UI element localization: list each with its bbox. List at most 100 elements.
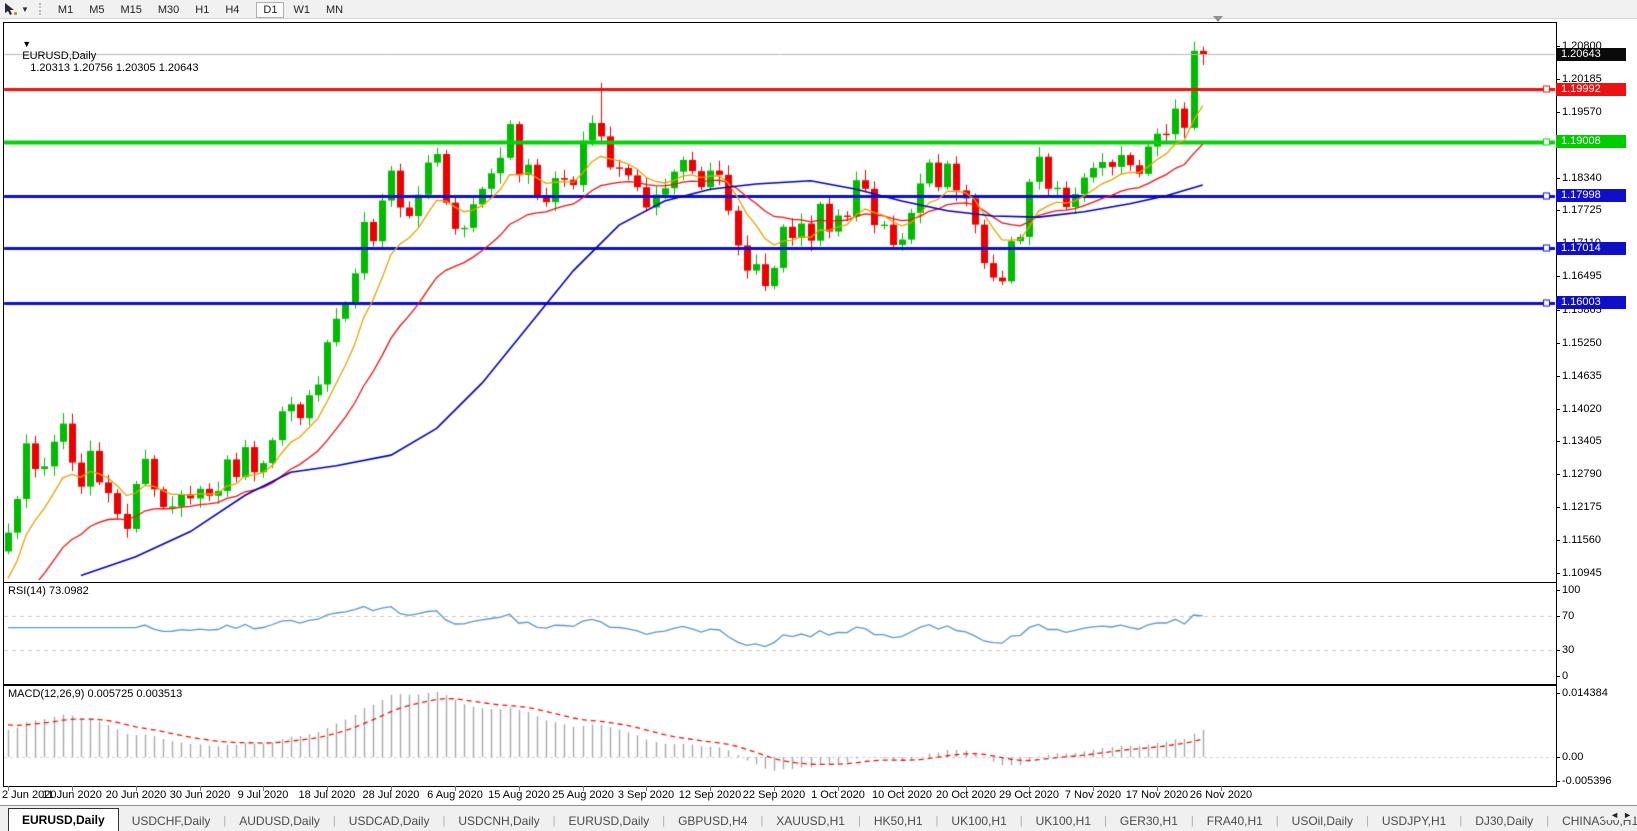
price-badge: 1.17014 [1556, 242, 1626, 255]
price-axis-label: 1.19570 [1562, 106, 1602, 118]
price-axis-tick [1556, 573, 1560, 574]
rsi-axis-label: 70 [1562, 610, 1575, 622]
date-axis-label: 20 Jun 2020 [105, 789, 167, 801]
chart-tab-ger30-h1[interactable]: GER30,H1 [1119, 814, 1178, 828]
title-ohlc: 1.20313 1.20756 1.20305 1.20643 [30, 62, 199, 74]
chart-tab-uk100-h1[interactable]: UK100,H1 [951, 814, 1007, 828]
date-axis-label: 28 Jul 2020 [362, 789, 420, 801]
price-axis-label: 1.18340 [1562, 172, 1602, 184]
price-axis-tick [1556, 441, 1560, 442]
chart-tab-usoil-daily[interactable]: USOil,Daily [1291, 814, 1353, 828]
chart-tab-usdcnh-daily[interactable]: USDCNH,Daily [458, 814, 540, 828]
macd-axis-label: 0.00 [1562, 751, 1584, 763]
tab-separator: | [935, 815, 939, 827]
date-axis-tick [966, 786, 967, 791]
tab-separator: | [1275, 815, 1279, 827]
rsi-panel-frame [3, 582, 1557, 685]
price-axis-tick [1556, 540, 1560, 541]
tab-separator: | [552, 815, 556, 827]
price-axis-divider [1556, 22, 1557, 785]
tab-separator: | [442, 815, 446, 827]
rsi-label: RSI(14) 73.0982 [8, 585, 89, 597]
macd-label: MACD(12,26,9) 0.005725 0.003513 [8, 688, 183, 700]
tab-separator: | [760, 815, 764, 827]
chart-shift-marker-icon[interactable] [1213, 16, 1223, 22]
date-axis-label: 20 Oct 2020 [936, 789, 996, 801]
chart-tab-usdcad-daily[interactable]: USDCAD,Daily [348, 814, 430, 828]
date-axis-label: 6 Aug 2020 [427, 789, 483, 801]
date-axis-label: 18 Jul 2020 [298, 789, 356, 801]
chart-tab-fra40-h1[interactable]: FRA40,H1 [1206, 814, 1263, 828]
date-axis-tick [583, 786, 584, 791]
chart-tab-eurusd-daily[interactable]: EURUSD,Daily [568, 814, 650, 828]
macd-axis-label: 0.014384 [1562, 687, 1608, 699]
date-axis-label: 11 Jun 2020 [42, 789, 102, 801]
tab-scroll-left-icon[interactable]: ◄ [1610, 810, 1620, 820]
date-axis-label: 22 Sep 2020 [742, 789, 806, 801]
date-axis-label: 26 Nov 2020 [1189, 789, 1253, 801]
price-axis-tick [1556, 46, 1560, 47]
date-axis-tick [519, 786, 520, 791]
date-axis-tick [838, 786, 839, 791]
chart-tab-audusd-daily[interactable]: AUDUSD,Daily [239, 814, 320, 828]
chart-tab-gbpusd-h4[interactable]: GBPUSD,H4 [678, 814, 748, 828]
macd-axis-tick [1556, 757, 1560, 758]
price-axis-tick [1556, 310, 1560, 311]
date-axis-tick [8, 786, 9, 791]
macd-axis-tick [1556, 693, 1560, 694]
macd-axis-label: -0.005396 [1562, 775, 1612, 787]
chart-tab-uk100-h1[interactable]: UK100,H1 [1035, 814, 1092, 828]
rsi-axis-tick [1556, 590, 1560, 591]
price-badge: 1.17998 [1556, 189, 1626, 202]
price-axis-tick [1556, 474, 1560, 475]
date-axis-label: 7 Nov 2020 [1064, 789, 1122, 801]
date-axis-tick [136, 786, 137, 791]
date-axis-tick [1221, 786, 1222, 791]
price-axis-tick [1556, 178, 1560, 179]
price-axis-label: 1.13405 [1562, 435, 1602, 447]
price-axis-label: 1.14020 [1562, 403, 1602, 415]
date-axis-tick [72, 786, 73, 791]
price-axis-tick [1556, 210, 1560, 211]
tab-separator: | [1019, 815, 1023, 827]
date-axis-tick [710, 786, 711, 791]
title-symbol: EURUSD,Daily [22, 50, 97, 62]
price-axis-tick [1556, 276, 1560, 277]
date-axis-label: 12 Sep 2020 [678, 789, 742, 801]
date-axis-tick [1093, 786, 1094, 791]
price-axis-tick [1556, 79, 1560, 80]
date-axis-tick [200, 786, 201, 791]
price-axis-label: 1.12790 [1562, 468, 1602, 480]
chart-tab-usdjpy-h1[interactable]: USDJPY,H1 [1381, 814, 1447, 828]
tab-separator: | [223, 815, 227, 827]
date-axis-tick [263, 786, 264, 791]
chart-tab-hk50-h1[interactable]: HK50,H1 [873, 814, 923, 828]
tab-separator: | [1104, 815, 1107, 827]
date-axis-tick [774, 786, 775, 791]
macd-panel-frame [3, 685, 1557, 787]
price-badge: 1.16003 [1556, 296, 1626, 309]
date-axis-label: 10 Oct 2020 [872, 789, 932, 801]
chart-tab-usdchf-daily[interactable]: USDCHF,Daily [131, 814, 211, 828]
price-badge: 1.20643 [1556, 48, 1626, 61]
tab-scroll-right-icon[interactable]: ► [1623, 810, 1632, 820]
chart-tab-eurusd-daily[interactable]: EURUSD,Daily [8, 808, 119, 831]
date-axis-tick [1029, 786, 1030, 791]
date-axis-label: 15 Aug 2020 [488, 789, 550, 801]
rsi-axis-label: 100 [1562, 584, 1581, 596]
rsi-axis-tick [1556, 616, 1560, 617]
price-axis-tick [1556, 376, 1560, 377]
price-axis-label: 1.14635 [1562, 370, 1602, 382]
price-axis-label: 1.12175 [1562, 501, 1602, 513]
title-dropdown-icon[interactable]: ▼ [22, 39, 32, 49]
chart-tab-dj30-daily[interactable]: DJ30,Daily [1475, 814, 1534, 828]
date-axis-tick [646, 786, 647, 791]
date-axis-label: 17 Nov 2020 [1125, 789, 1189, 801]
price-axis-tick [1556, 112, 1560, 113]
price-panel-frame [3, 22, 1557, 583]
date-axis-label: 9 Jul 2020 [237, 789, 289, 801]
price-axis-tick [1556, 409, 1560, 410]
chart-tab-xauusd-h1[interactable]: XAUUSD,H1 [776, 814, 845, 828]
tab-separator: | [857, 815, 861, 827]
